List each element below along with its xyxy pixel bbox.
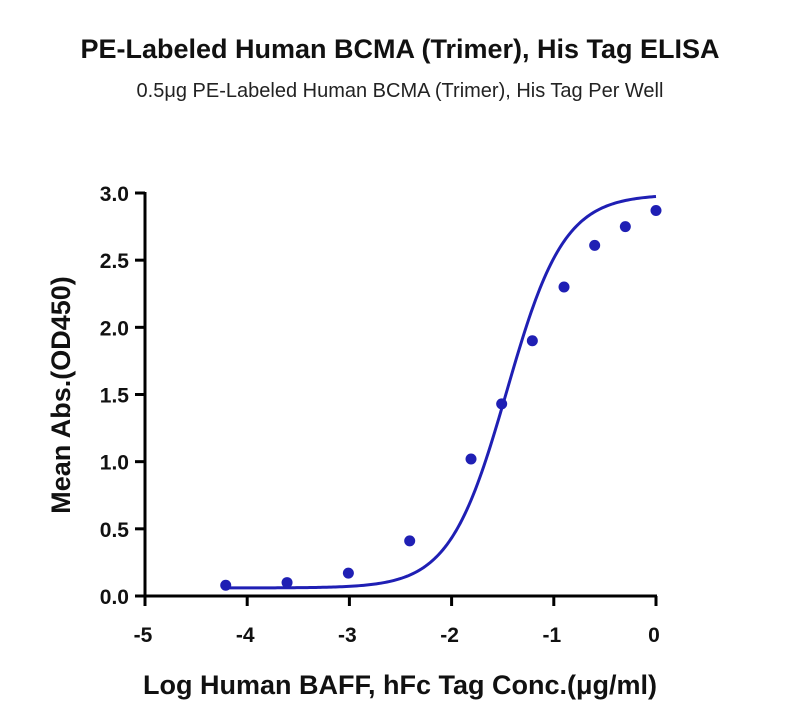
data-point [342, 567, 354, 579]
x-tick-label: -2 [440, 624, 459, 647]
data-point [619, 221, 631, 233]
chart-title: PE-Labeled Human BCMA (Trimer), His Tag … [80, 34, 720, 64]
y-tick-label: 0.0 [100, 586, 129, 609]
data-point [281, 577, 293, 589]
y-tick-label: 0.5 [100, 519, 130, 542]
y-tick-label: 3.0 [100, 183, 129, 206]
y-axis-label: Mean Abs.(OD450) [46, 276, 76, 514]
data-point [558, 281, 570, 293]
data-point [404, 535, 416, 547]
y-tick-label: 1.5 [100, 385, 130, 408]
y-tick-label: 1.0 [100, 452, 129, 475]
x-tick-label: 0 [648, 624, 660, 647]
data-point [526, 335, 538, 347]
data-point [650, 204, 662, 216]
data-point [465, 453, 477, 465]
y-tick-label: 2.0 [100, 317, 129, 340]
chart-subtitle: 0.5μg PE-Labeled Human BCMA (Trimer), Hi… [136, 80, 664, 102]
fitted-curve [225, 194, 657, 590]
data-marks [220, 194, 662, 591]
data-point [589, 239, 601, 251]
x-tick-label: -3 [338, 624, 357, 647]
data-point [496, 398, 508, 410]
x-tick-label: -5 [134, 624, 153, 647]
axes: -5 -4 -3 -2 -1 0 0.0 0.5 1.0 1.5 2.0 2.5 3.0 [100, 183, 660, 647]
x-tick-label: -4 [236, 624, 255, 647]
y-tick-label: 2.5 [100, 250, 130, 273]
x-axis-label: Log Human BAFF, hFc Tag Conc.(μg/ml) [143, 670, 657, 700]
data-point [220, 579, 232, 591]
x-tick-label: -1 [542, 624, 561, 647]
